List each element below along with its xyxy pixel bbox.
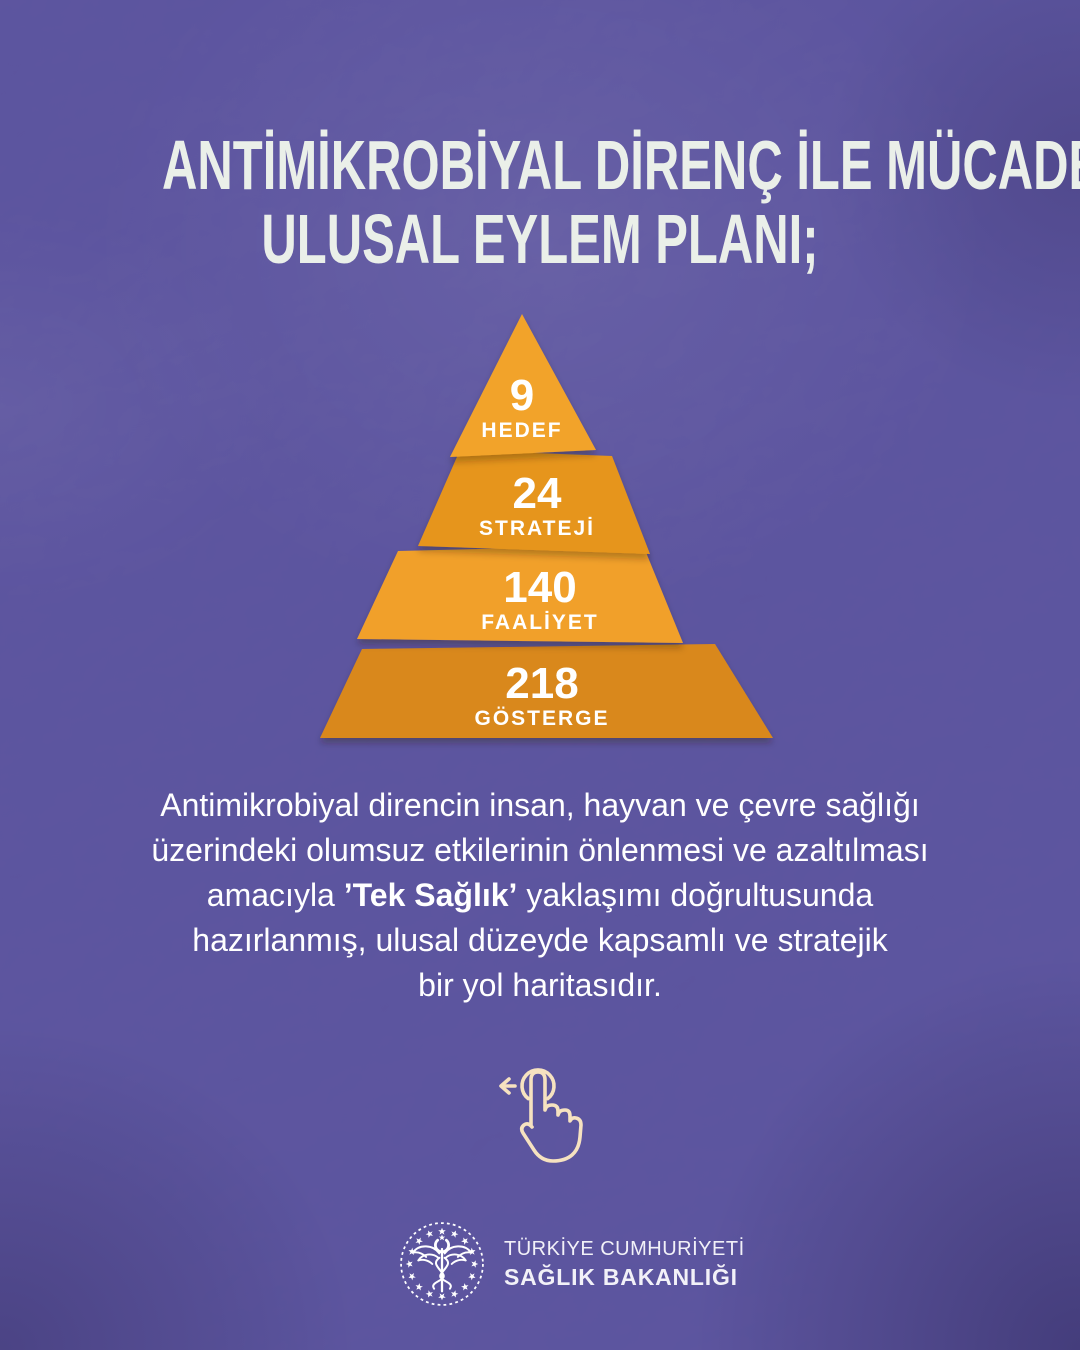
tap-ripple-circle (520, 1068, 556, 1101)
caduceus-wing-left (411, 1245, 441, 1258)
ministry-name-line-2: SAĞLIK BAKANLIĞI (504, 1264, 738, 1290)
ministry-name-line-1: TÜRKİYE CUMHURİYETİ (504, 1238, 745, 1260)
description-paragraph: Antimikrobiyal direncin insan, hayvan ve… (60, 783, 1020, 1008)
pyramid-tier-4 (320, 644, 773, 738)
star-icon (460, 1282, 471, 1293)
swipe-arrow-head (499, 1077, 511, 1095)
tier-1-value: 9 (510, 371, 534, 420)
star-icon (413, 1235, 424, 1246)
caduceus-snake-right (439, 1256, 452, 1290)
star-icon (460, 1235, 471, 1246)
tek-saglik-emphasis: ’Tek Sağlık’ (343, 877, 518, 913)
paragraph-line: hazırlanmış, ulusal düzeyde kapsamlı ve … (192, 922, 888, 958)
pyramid-diagram: 9 HEDEF 24 STRATEJİ 140 FAALİYET 218 GÖS… (290, 308, 790, 763)
pyramid-tier-2 (418, 450, 650, 554)
emblem-dashed-ring (400, 1222, 484, 1306)
pyramid-tier-3 (357, 545, 683, 643)
caduceus-wing-right-inner (444, 1253, 467, 1265)
pyramid-svg: 9 HEDEF 24 STRATEJİ 140 FAALİYET 218 GÖS… (320, 314, 773, 738)
swipe-hand-icon (499, 1068, 583, 1163)
hand-outline (519, 1070, 583, 1163)
star-icon (449, 1229, 460, 1239)
tier-2-value: 24 (513, 469, 562, 518)
page-title: ANTİMİKROBİYAL DİRENÇ İLE MÜCADELE ULUSA… (162, 126, 1080, 278)
pyramid-tier-1 (450, 314, 596, 457)
paragraph-line: Antimikrobiyal direncin insan, hayvan ve… (160, 787, 920, 823)
star-icon (407, 1271, 417, 1282)
caduceus-wing-left-inner (417, 1253, 440, 1265)
caduceus-snake-left (432, 1256, 445, 1290)
caduceus-icon (411, 1234, 473, 1293)
caduceus-wing-right (443, 1245, 473, 1258)
tier-3-value: 140 (503, 563, 576, 612)
paragraph-line: amacıyla ’Tek Sağlık’ yaklaşımı doğrultu… (60, 873, 1020, 918)
star-icon (467, 1271, 477, 1282)
tier-2-label: STRATEJİ (479, 517, 595, 540)
paragraph-line: bir yol haritasıdır. (418, 967, 662, 1003)
tier-4-value: 218 (505, 659, 578, 708)
star-icon (413, 1282, 424, 1293)
star-icon (438, 1293, 446, 1301)
star-icon (424, 1289, 435, 1299)
swipe-left-hint (497, 1062, 597, 1172)
star-icon (449, 1289, 460, 1299)
star-icon (438, 1227, 446, 1235)
ministry-wordmark: TÜRKİYE CUMHURİYETİ SAĞLIK BAKANLIĞI (504, 1237, 745, 1291)
paragraph-text: yaklaşımı doğrultusunda (517, 877, 874, 913)
tier-1-label: HEDEF (481, 419, 562, 442)
star-icon (471, 1260, 479, 1268)
ministry-emblem-icon (400, 1222, 484, 1306)
title-line-2: ULUSAL EYLEM PLANI; (261, 200, 819, 278)
star-icon (405, 1260, 413, 1268)
tier-4-label: GÖSTERGE (474, 707, 609, 730)
star-icon (424, 1229, 435, 1239)
tier-3-label: FAALİYET (481, 611, 599, 634)
title-line-1: ANTİMİKROBİYAL DİRENÇ İLE MÜCADELE (162, 126, 1080, 204)
ministry-logo: TÜRKİYE CUMHURİYETİ SAĞLIK BAKANLIĞI (398, 1218, 745, 1310)
paragraph-text: amacıyla (206, 877, 344, 913)
crescent-star-icon (438, 1234, 446, 1241)
paragraph-line: üzerindeki olumsuz etkilerinin önlenmesi… (151, 832, 929, 868)
